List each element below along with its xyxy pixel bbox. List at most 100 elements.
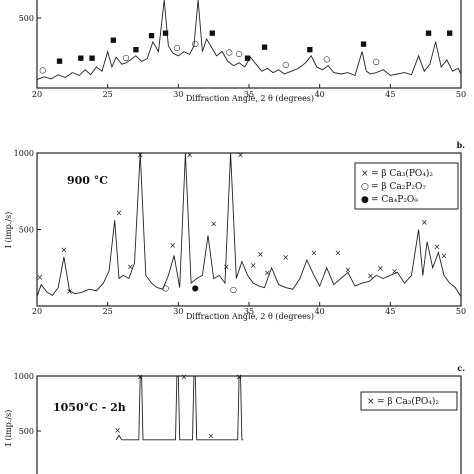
panel-a-peak-marker: ○ (226, 47, 233, 56)
panel-a-peak-marker: ■ (133, 46, 140, 54)
panel-a-peak-marker: ■ (306, 46, 313, 54)
panel-b-series-line (36, 152, 462, 298)
panel-a-peak-marker: ■ (77, 54, 84, 62)
legend-entry: = β Ca₃(PO₄)₂ (371, 168, 433, 179)
panel-a-peak-marker: ■ (425, 29, 432, 37)
panel-a-xtick-label: 50 (456, 90, 466, 99)
panel-b-xtick-label: 25 (103, 307, 113, 316)
panel-a-peak-marker: ■ (244, 54, 251, 62)
panel-a-peak-marker: ○ (323, 54, 330, 63)
panel-b-xlabel: Diffraction Angle, 2 θ (degrees) (186, 312, 314, 321)
panel-a-xtick-label: 20 (32, 90, 42, 99)
panel-a-peak-marker: ○ (236, 49, 243, 58)
panel-b-peak-marker: × (421, 218, 428, 227)
legend-marker: × (367, 397, 375, 407)
panel-b-xtick-label: 45 (385, 307, 395, 316)
panel-c-ylabel: I (imp./s) (4, 410, 13, 447)
panel-b-peak-marker: × (169, 241, 176, 250)
legend-entry: = β Ca₃(PO₄)₂ (377, 396, 439, 407)
panel-a-peak-marker: ○ (173, 43, 180, 52)
panel-b-legend: × = β Ca₃(PO₄)₂○ = β Ca₂P₂O₇● = Ca₄P₂O₉ (354, 162, 459, 210)
panel-a-xlabel: Diffraction Angle, 2 θ (degrees) (186, 94, 314, 103)
panel-a-xtick-label: 30 (173, 90, 183, 99)
panel-b-xtick-label: 40 (315, 307, 325, 316)
panel-a: ■ ■ ■■■■ ■ ■■■ ■■■ ■○○○ ○○ ○○○ ○ 20 25 30 35 40 45 5050… (19, 0, 466, 103)
legend-entry: = β Ca₂P₂O₇ (371, 182, 426, 192)
panel-a-peak-marker: ○ (282, 60, 289, 69)
panel-a-peak-marker: ■ (261, 43, 268, 51)
panel-c-ytick-label: 1000 (14, 372, 34, 381)
panel-b-peak-marker: × (127, 262, 134, 271)
panel-b-xtick-label: 20 (32, 307, 42, 316)
panel-a-ytick-label: 500 (19, 14, 34, 23)
panel-a-peak-marker: ■ (209, 29, 216, 37)
panel-b-peak-marker: ○ (162, 284, 169, 293)
panel-a-peak-marker: ■ (162, 29, 169, 37)
panel-b-peak-marker: × (434, 242, 441, 251)
panel-b-peak-marker: × (61, 245, 68, 254)
panel-a-xtick-label: 35 (244, 90, 254, 99)
panel-b-label: b. (457, 140, 466, 150)
panel-b-peak-marker: × (257, 250, 264, 259)
panel-b-legend-box (354, 162, 459, 210)
panel-a-peak-marker: ○ (123, 53, 130, 62)
panel-b-peak-marker: × (264, 268, 271, 277)
panel-b-ytick-label: 500 (19, 226, 34, 235)
panel-c-temperature: 1050°C - 2h (53, 401, 126, 414)
panel-a-xtick-label: 25 (103, 90, 113, 99)
panel-c: c. I (imp./s) 1050°C - 2h ×× ××× 5001000 … (4, 363, 465, 474)
panel-b-peak-marker: × (66, 287, 73, 296)
panel-b-peak-marker: × (223, 262, 230, 271)
legend-marker: ● (361, 195, 369, 205)
panel-b-peak-marker: × (335, 249, 342, 258)
panel-c-series-line (115, 375, 244, 441)
panel-b-peak-marker: ○ (230, 285, 237, 294)
panel-b: b. I (imp./s) 900 °C ×××××××××××××××× ×××… (4, 140, 466, 321)
panel-b-ylabel: I (imp./s) (4, 212, 13, 249)
panel-a-peak-marker: ■ (56, 57, 63, 65)
panel-b-peak-marker: × (210, 219, 217, 228)
panel-a-xtick-label: 40 (315, 90, 325, 99)
panel-b-peak-marker: × (377, 264, 384, 273)
panel-b-peak-marker: × (116, 209, 123, 218)
legend-entry: = Ca₄P₂O₉ (371, 195, 418, 205)
panel-a-frame (36, 0, 462, 89)
panel-a-peak-marker: ○ (192, 39, 199, 48)
panel-c-peak-marker: × (236, 372, 243, 381)
panel-c-ytick-label: 500 (19, 427, 34, 436)
panel-b-peak-marker: × (186, 151, 193, 160)
panel-a-series-line (36, 0, 462, 81)
panel-c-peak-marker: × (137, 372, 144, 381)
panel-b-xtick-label: 50 (456, 307, 466, 316)
panel-b-xtick-label: 30 (173, 307, 183, 316)
panel-c-legend: × = β Ca₃(PO₄)₂ (360, 391, 458, 411)
panel-a-xtick-label: 45 (385, 90, 395, 99)
panel-a-peak-marker: ■ (89, 54, 96, 62)
panel-b-peak-marker: × (137, 151, 144, 160)
panel-b-peak-marker: × (367, 272, 374, 281)
panel-a-peak-marker: ■ (446, 29, 453, 37)
panel-b-temperature: 900 °C (67, 174, 108, 187)
panel-a-peak-marker: ■ (148, 32, 155, 40)
panel-b-xtick-label: 35 (244, 307, 254, 316)
panel-b-peak-marker: × (391, 267, 398, 276)
panel-a-peak-marker: ○ (373, 57, 380, 66)
panel-a-peak-marker: ○ (39, 66, 46, 75)
panel-b-peak-marker: × (441, 252, 448, 261)
panel-b-ytick-label: 1000 (14, 149, 34, 158)
panel-b-peak-marker: × (311, 249, 318, 258)
panel-b-peak-marker: × (36, 273, 43, 282)
panel-c-peak-marker: × (181, 372, 188, 381)
legend-marker: × (361, 169, 369, 179)
panel-b-peak-marker: × (250, 261, 257, 270)
legend-marker: ○ (361, 182, 369, 192)
panel-b-peak-marker: × (237, 151, 244, 160)
panel-c-frame (36, 375, 462, 474)
panel-b-peak-marker: × (345, 265, 352, 274)
panel-c-peak-marker: × (114, 426, 121, 435)
panel-b-peak-marker: ● (192, 284, 199, 293)
panel-a-peak-marker: ■ (360, 40, 367, 48)
panel-c-label: c. (457, 363, 465, 373)
panel-b-peak-marker: × (282, 253, 289, 262)
